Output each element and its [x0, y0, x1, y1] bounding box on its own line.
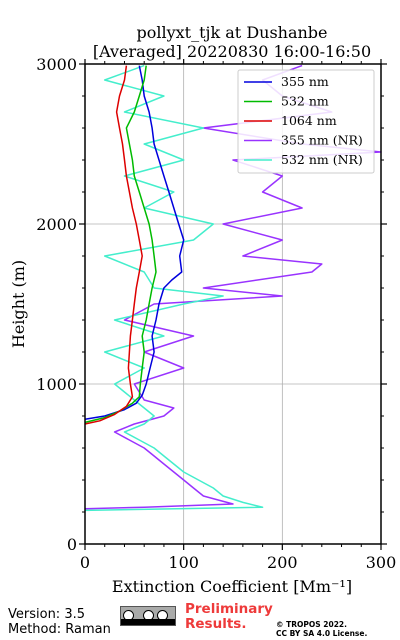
cc-by-sa-icon [120, 606, 176, 626]
preliminary-line2: Results. [185, 616, 247, 632]
y-tick-label: 2000 [36, 215, 77, 234]
method-label: Method: Raman [8, 622, 111, 637]
preliminary-notice: Preliminary Results. [185, 602, 273, 632]
y-tick-label: 3000 [36, 55, 77, 74]
x-tick-label: 200 [267, 553, 298, 572]
copyright-line2: CC BY SA 4.0 License. [276, 629, 368, 638]
legend-label-4: 532 nm (NR) [281, 152, 363, 167]
series-line-4 [84, 64, 264, 512]
x-tick-label: 0 [80, 553, 90, 572]
legend-label-2: 1064 nm [281, 113, 337, 128]
version-label: Version: 3.5 [8, 607, 85, 622]
copyright-line1: © TROPOS 2022. [276, 620, 347, 629]
x-tick-label: 300 [366, 553, 397, 572]
series-line-0 [84, 65, 185, 420]
legend-box [237, 69, 375, 174]
series-lines [84, 64, 382, 512]
chart-title-line2: [Averaged] 20220830 16:00-16:50 [93, 42, 371, 61]
legend-label-3: 355 nm (NR) [281, 133, 363, 148]
plot-frame [84, 63, 382, 545]
series-line-1 [84, 65, 157, 424]
legend: 355 nm 532 nm 1064 nm 355 nm (NR) 532 nm (NR… [237, 69, 375, 174]
y-tick-label: 0 [67, 535, 77, 554]
y-axis-label: Height (m) [9, 260, 28, 348]
legend-label-0: 355 nm [281, 74, 329, 89]
chart-title-line1: pollyxt_tjk at Dushanbe [136, 23, 327, 42]
preliminary-line1: Preliminary [185, 601, 273, 617]
series-line-2 [84, 65, 143, 425]
y-tick-label: 1000 [36, 375, 77, 394]
x-tick-label: 100 [168, 553, 199, 572]
x-axis-label: Extinction Coefficient [Mm⁻¹] [112, 577, 352, 596]
legend-label-1: 532 nm [281, 94, 329, 109]
copyright-notice: © TROPOS 2022. CC BY SA 4.0 License. [276, 620, 367, 638]
